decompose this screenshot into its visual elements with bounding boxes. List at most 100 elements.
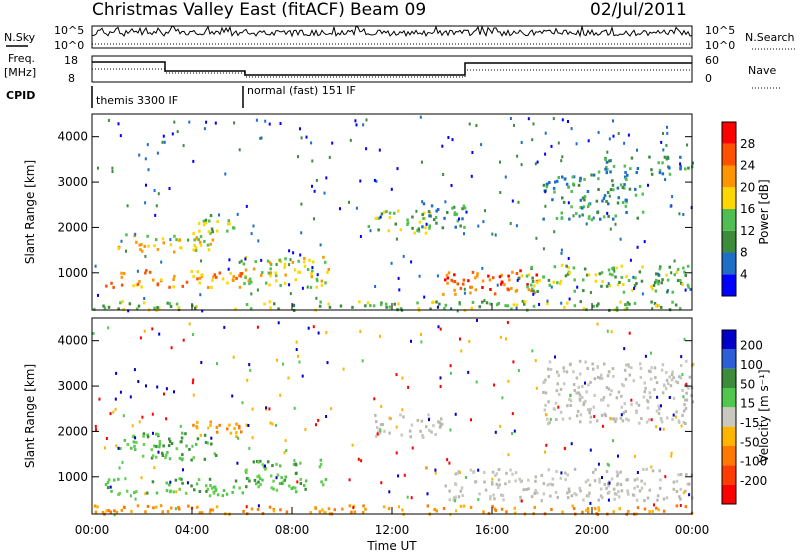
power-cell [204, 218, 208, 222]
velocity-cell [133, 491, 136, 495]
velocity-cell [667, 382, 670, 386]
power-noise-cell [171, 132, 174, 136]
power-cell [630, 156, 634, 160]
power-noise-cell [511, 199, 514, 203]
power-noise-cell [250, 232, 253, 236]
velocity-cell [643, 482, 647, 486]
power-noise-cell [415, 209, 418, 213]
velocity-cell [195, 482, 199, 486]
power-cell [525, 274, 529, 278]
xtick-label: 04:00 [175, 523, 210, 537]
velocity-noise-cell [191, 444, 194, 448]
velocity-cell [258, 477, 262, 481]
power-cell [261, 271, 264, 275]
velocity-cell [684, 505, 688, 509]
power-noise-cell [94, 264, 97, 268]
power-cell [666, 278, 670, 282]
velocity-cell [620, 405, 623, 409]
velocity-cell [613, 492, 617, 496]
power-cell [135, 307, 139, 311]
velocity-cell [563, 382, 566, 386]
velocity-cell [615, 492, 618, 496]
power-cell [545, 185, 549, 189]
power-cell [530, 265, 533, 269]
xtick-label: 08:00 [275, 523, 310, 537]
power-cell [652, 283, 656, 287]
power-noise-cell [313, 217, 315, 221]
velocity-noise-cell [628, 331, 631, 335]
power-cell [581, 196, 585, 200]
power-cell [605, 284, 609, 288]
power-noise-cell [534, 162, 537, 166]
power-noise-cell [218, 213, 220, 217]
power-cell [156, 282, 160, 286]
power-cell [523, 302, 526, 306]
power-noise-cell [499, 191, 502, 194]
power-cell [533, 284, 536, 288]
power-cell [435, 221, 438, 225]
power-cell [385, 305, 388, 309]
velocity-cell [192, 423, 195, 427]
power-cell [228, 222, 231, 226]
velocity-cell [578, 397, 582, 401]
velocity-cell [416, 418, 420, 422]
velocity-cell [609, 393, 612, 397]
velocity-cell [566, 496, 570, 500]
velocity-cell [130, 509, 133, 513]
power-cell [195, 236, 198, 240]
velocity-cell [598, 477, 601, 481]
power-noise-cell [301, 286, 304, 290]
power-cell [536, 280, 539, 284]
velocity-cell [167, 444, 171, 448]
velocity-cell [589, 407, 592, 411]
power-cell [416, 301, 419, 305]
velocity-noise-cell [237, 436, 239, 440]
power-cell [650, 285, 653, 289]
power-noise-cell [390, 261, 393, 265]
velocity-noise-cell [163, 392, 165, 396]
power-noise-cell [111, 166, 114, 170]
power-noise-cell [491, 232, 494, 236]
power-noise-cell [201, 309, 204, 313]
power-cell [542, 183, 546, 187]
power-noise-cell [259, 136, 262, 140]
power-noise-cell [516, 154, 519, 158]
velocity-cell [261, 463, 265, 467]
velocity-cell [544, 391, 548, 395]
velocity-cell [210, 442, 213, 446]
velocity-cell [643, 381, 646, 385]
velocity-cell [196, 505, 199, 509]
velocity-noise-cell [410, 496, 413, 500]
power-noise-cell [120, 239, 123, 243]
velocity-noise-cell [348, 478, 351, 482]
power-cell [173, 234, 176, 238]
nsearch-tick-top: 10^5 [705, 24, 735, 37]
power-noise-cell [527, 117, 530, 121]
power-cell [181, 284, 184, 288]
velocity-cell [144, 510, 147, 514]
power-cell [510, 287, 513, 290]
velocity-cell [568, 490, 571, 494]
velocity-cell [215, 454, 218, 457]
velocity-noise-cell [439, 376, 442, 380]
velocity-cell [452, 498, 456, 502]
velocity-cell [607, 484, 610, 488]
power-cell [175, 302, 179, 306]
power-cell [234, 307, 237, 311]
velocity-cell [683, 409, 686, 413]
power-cell [193, 244, 196, 247]
power-cell [650, 172, 654, 176]
power-cell [650, 168, 653, 172]
velocity-cell [587, 494, 590, 498]
velocity-noise-cell [152, 431, 154, 435]
power-cell [612, 217, 615, 221]
power-cell [453, 211, 457, 215]
velocity-cell [319, 458, 323, 462]
power-cell [140, 249, 144, 253]
velocity-cell [549, 368, 553, 371]
velocity-noise-cell [609, 417, 612, 421]
power-cell [463, 206, 467, 210]
power-noise-cell [355, 123, 358, 127]
power-cell [679, 165, 682, 168]
velocity-cell [494, 474, 497, 477]
